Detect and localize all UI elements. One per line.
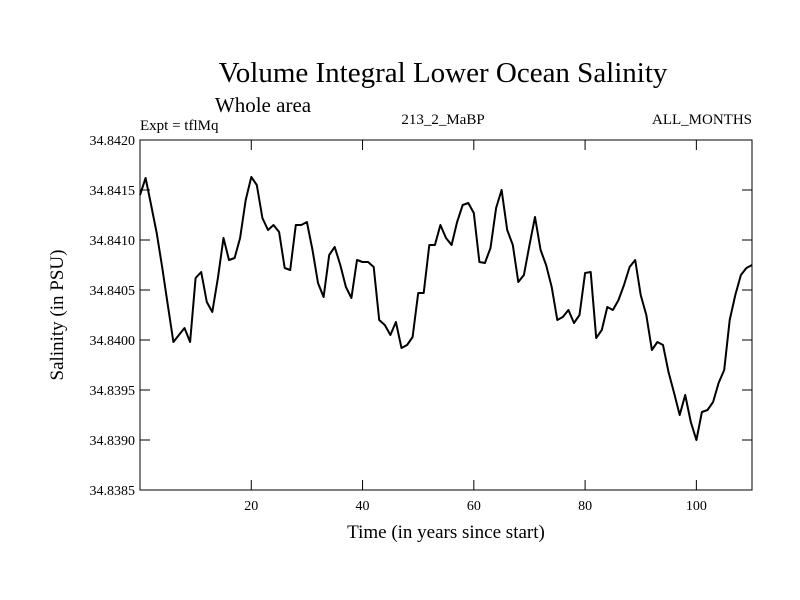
y-axis-label: Salinity (in PSU) [47,250,68,381]
series-line [139,176,753,441]
expt-label: Expt = tflMq [140,118,219,134]
y-tick-label: 34.8400 [90,334,136,349]
y-axis: 34.8385 34.8390 34.8395 34.8400 34.8405 34.84… [90,134,752,499]
y-tick-label: 34.8410 [90,234,136,249]
chart-subtitle: Whole area [215,93,312,117]
y-tick-label: 34.8390 [90,434,136,449]
plot-frame [139,139,753,491]
y-tick-label: 34.8415 [90,184,136,199]
run-label: 213_2_MaBP [401,112,484,128]
x-tick-label: 60 [467,499,481,514]
y-tick-label: 34.8395 [90,384,136,399]
y-tick-label: 34.8405 [90,284,136,299]
x-tick-label: 40 [356,499,370,514]
x-tick-label: 100 [686,499,707,514]
chart-title: Volume Integral Lower Ocean Salinity [219,57,668,89]
x-axis: 20 40 60 80 100 [244,140,707,514]
x-tick-label: 20 [244,499,258,514]
months-label: ALL_MONTHS [652,112,752,128]
x-tick-label: 80 [578,499,592,514]
y-tick-label: 34.8420 [90,134,136,149]
x-axis-label: Time (in years since start) [347,522,545,543]
y-tick-label: 34.8385 [90,484,136,499]
